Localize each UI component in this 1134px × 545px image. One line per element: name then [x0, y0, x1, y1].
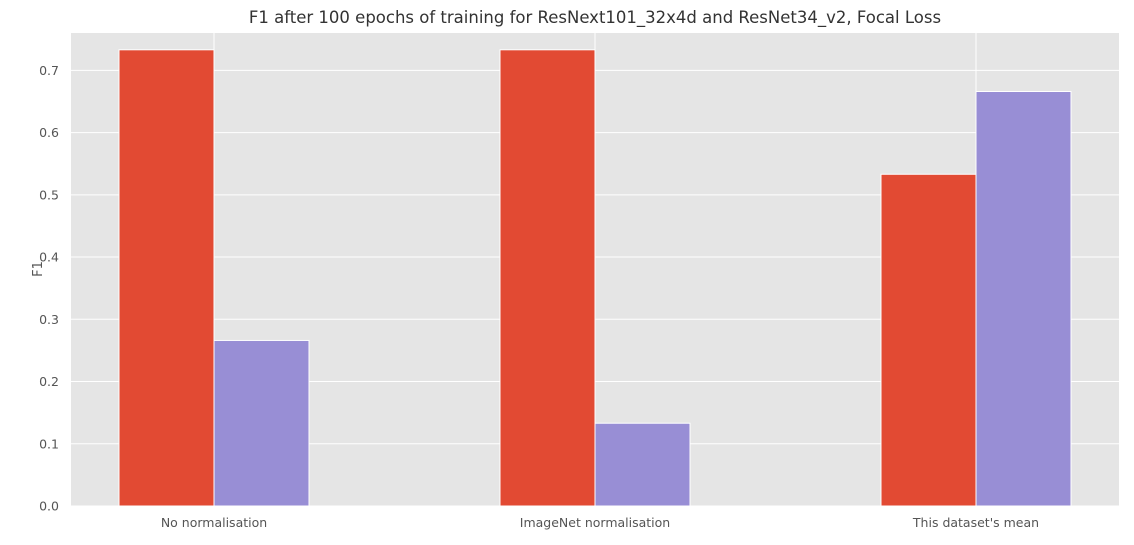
bar-series-2-1	[594, 422, 691, 507]
y-tick-label: 0.6	[39, 125, 59, 140]
x-tick-label: This dataset's mean	[912, 515, 1039, 530]
bar-series-1-2	[880, 173, 977, 507]
y-tick-label: 0.7	[39, 63, 59, 78]
chart-title: F1 after 100 epochs of training for ResN…	[249, 8, 941, 28]
bar-series-2-2	[975, 91, 1072, 507]
bar-series-1-0	[118, 49, 215, 507]
y-tick-label: 0.2	[39, 374, 59, 389]
y-tick-label: 0.3	[39, 312, 59, 327]
x-tick-labels: No normalisation ImageNet normalisation Th…	[161, 515, 1039, 530]
y-tick-label: 0.1	[39, 436, 59, 451]
bars	[118, 49, 1072, 507]
x-tick-label: ImageNet normalisation	[520, 515, 670, 530]
bar-series-1-1	[499, 49, 596, 507]
y-axis-label: F1	[31, 261, 46, 277]
y-tick-label: 0.0	[39, 499, 59, 514]
y-tick-label: 0.5	[39, 187, 59, 202]
x-tick-label: No normalisation	[161, 515, 267, 530]
bar-series-2-0	[213, 339, 310, 507]
y-tick-label: 0.4	[39, 250, 59, 265]
y-tick-labels: 0.0 0.1 0.2 0.3 0.4 0.5 0.6 0.7	[39, 63, 59, 514]
